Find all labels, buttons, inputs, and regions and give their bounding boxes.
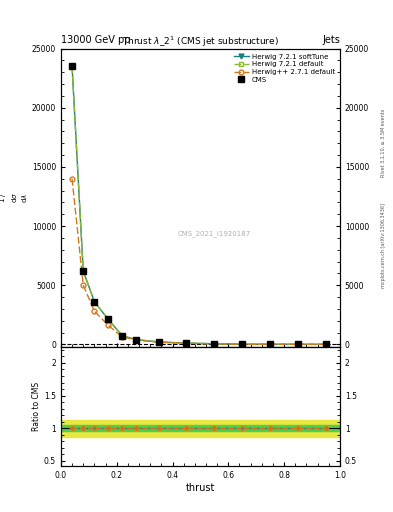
Herwig 7.2.1 default	[106, 316, 111, 323]
Herwig++ 2.7.1 default	[106, 323, 111, 329]
Herwig 7.2.1 softTune	[134, 336, 139, 343]
Herwig 7.2.1 default	[212, 340, 217, 347]
CMS	[268, 341, 273, 347]
Herwig 7.2.1 default	[296, 341, 300, 347]
Herwig 7.2.1 softTune	[296, 341, 300, 347]
Herwig 7.2.1 softTune	[268, 341, 273, 347]
Herwig 7.2.1 default	[324, 341, 329, 347]
Herwig 7.2.1 default	[156, 339, 161, 345]
Legend: Herwig 7.2.1 softTune, Herwig 7.2.1 default, Herwig++ 2.7.1 default, CMS: Herwig 7.2.1 softTune, Herwig 7.2.1 defa…	[232, 52, 336, 84]
CMS	[70, 63, 74, 70]
Herwig 7.2.1 default	[81, 268, 86, 274]
Herwig 7.2.1 softTune	[120, 333, 125, 339]
Herwig 7.2.1 softTune	[212, 340, 217, 347]
Herwig 7.2.1 softTune	[106, 316, 111, 323]
CMS	[296, 341, 300, 347]
Herwig 7.2.1 default	[92, 298, 97, 305]
Herwig++ 2.7.1 default	[296, 341, 300, 347]
CMS	[184, 340, 189, 346]
Herwig 7.2.1 softTune	[70, 63, 74, 70]
Herwig 7.2.1 default	[268, 341, 273, 347]
Y-axis label: Ratio to CMS: Ratio to CMS	[32, 382, 41, 431]
Herwig 7.2.1 softTune	[324, 341, 329, 347]
Herwig 7.2.1 default	[184, 340, 189, 346]
CMS	[92, 298, 97, 305]
Herwig 7.2.1 default	[134, 336, 139, 343]
Herwig 7.2.1 default	[240, 341, 244, 347]
Herwig 7.2.1 softTune	[81, 268, 86, 274]
Herwig++ 2.7.1 default	[240, 341, 244, 347]
Herwig 7.2.1 softTune	[240, 341, 244, 347]
Text: CMS_2021_I1920187: CMS_2021_I1920187	[178, 230, 251, 237]
Herwig++ 2.7.1 default	[92, 308, 97, 314]
Herwig 7.2.1 softTune	[184, 340, 189, 346]
Text: mcplots.cern.ch [arXiv:1306.3436]: mcplots.cern.ch [arXiv:1306.3436]	[381, 203, 386, 288]
Line: Herwig++ 2.7.1 default: Herwig++ 2.7.1 default	[70, 176, 329, 347]
X-axis label: thrust: thrust	[186, 482, 215, 493]
Text: Rivet 3.1.10, ≥ 3.5M events: Rivet 3.1.10, ≥ 3.5M events	[381, 109, 386, 178]
CMS	[156, 339, 161, 345]
Herwig++ 2.7.1 default	[120, 334, 125, 340]
Herwig++ 2.7.1 default	[184, 340, 189, 346]
Line: Herwig 7.2.1 default: Herwig 7.2.1 default	[70, 64, 329, 347]
CMS	[81, 268, 86, 274]
CMS	[212, 340, 217, 347]
Herwig++ 2.7.1 default	[70, 176, 74, 182]
CMS	[240, 341, 244, 347]
Y-axis label: $\mathrm{1\ /\ }$
$\mathrm{d}\sigma$
$\mathrm{d}\lambda$: $\mathrm{1\ /\ }$ $\mathrm{d}\sigma$ $\m…	[0, 192, 29, 203]
Herwig++ 2.7.1 default	[134, 337, 139, 343]
CMS	[324, 341, 329, 347]
Herwig 7.2.1 softTune	[156, 339, 161, 345]
CMS	[134, 336, 139, 343]
Herwig++ 2.7.1 default	[81, 282, 86, 288]
Herwig 7.2.1 default	[70, 63, 74, 70]
Text: 13000 GeV pp: 13000 GeV pp	[61, 35, 130, 45]
Line: Herwig 7.2.1 softTune: Herwig 7.2.1 softTune	[70, 64, 329, 347]
CMS	[120, 333, 125, 339]
Herwig++ 2.7.1 default	[212, 341, 217, 347]
Herwig 7.2.1 softTune	[92, 298, 97, 305]
CMS	[106, 316, 111, 323]
Herwig++ 2.7.1 default	[324, 342, 329, 348]
Text: Jets: Jets	[322, 35, 340, 45]
Herwig++ 2.7.1 default	[268, 341, 273, 347]
Herwig++ 2.7.1 default	[156, 339, 161, 345]
Herwig 7.2.1 default	[120, 333, 125, 339]
Line: CMS: CMS	[69, 63, 329, 347]
Title: Thrust $\lambda\_2^1$ (CMS jet substructure): Thrust $\lambda\_2^1$ (CMS jet substruct…	[122, 34, 279, 49]
